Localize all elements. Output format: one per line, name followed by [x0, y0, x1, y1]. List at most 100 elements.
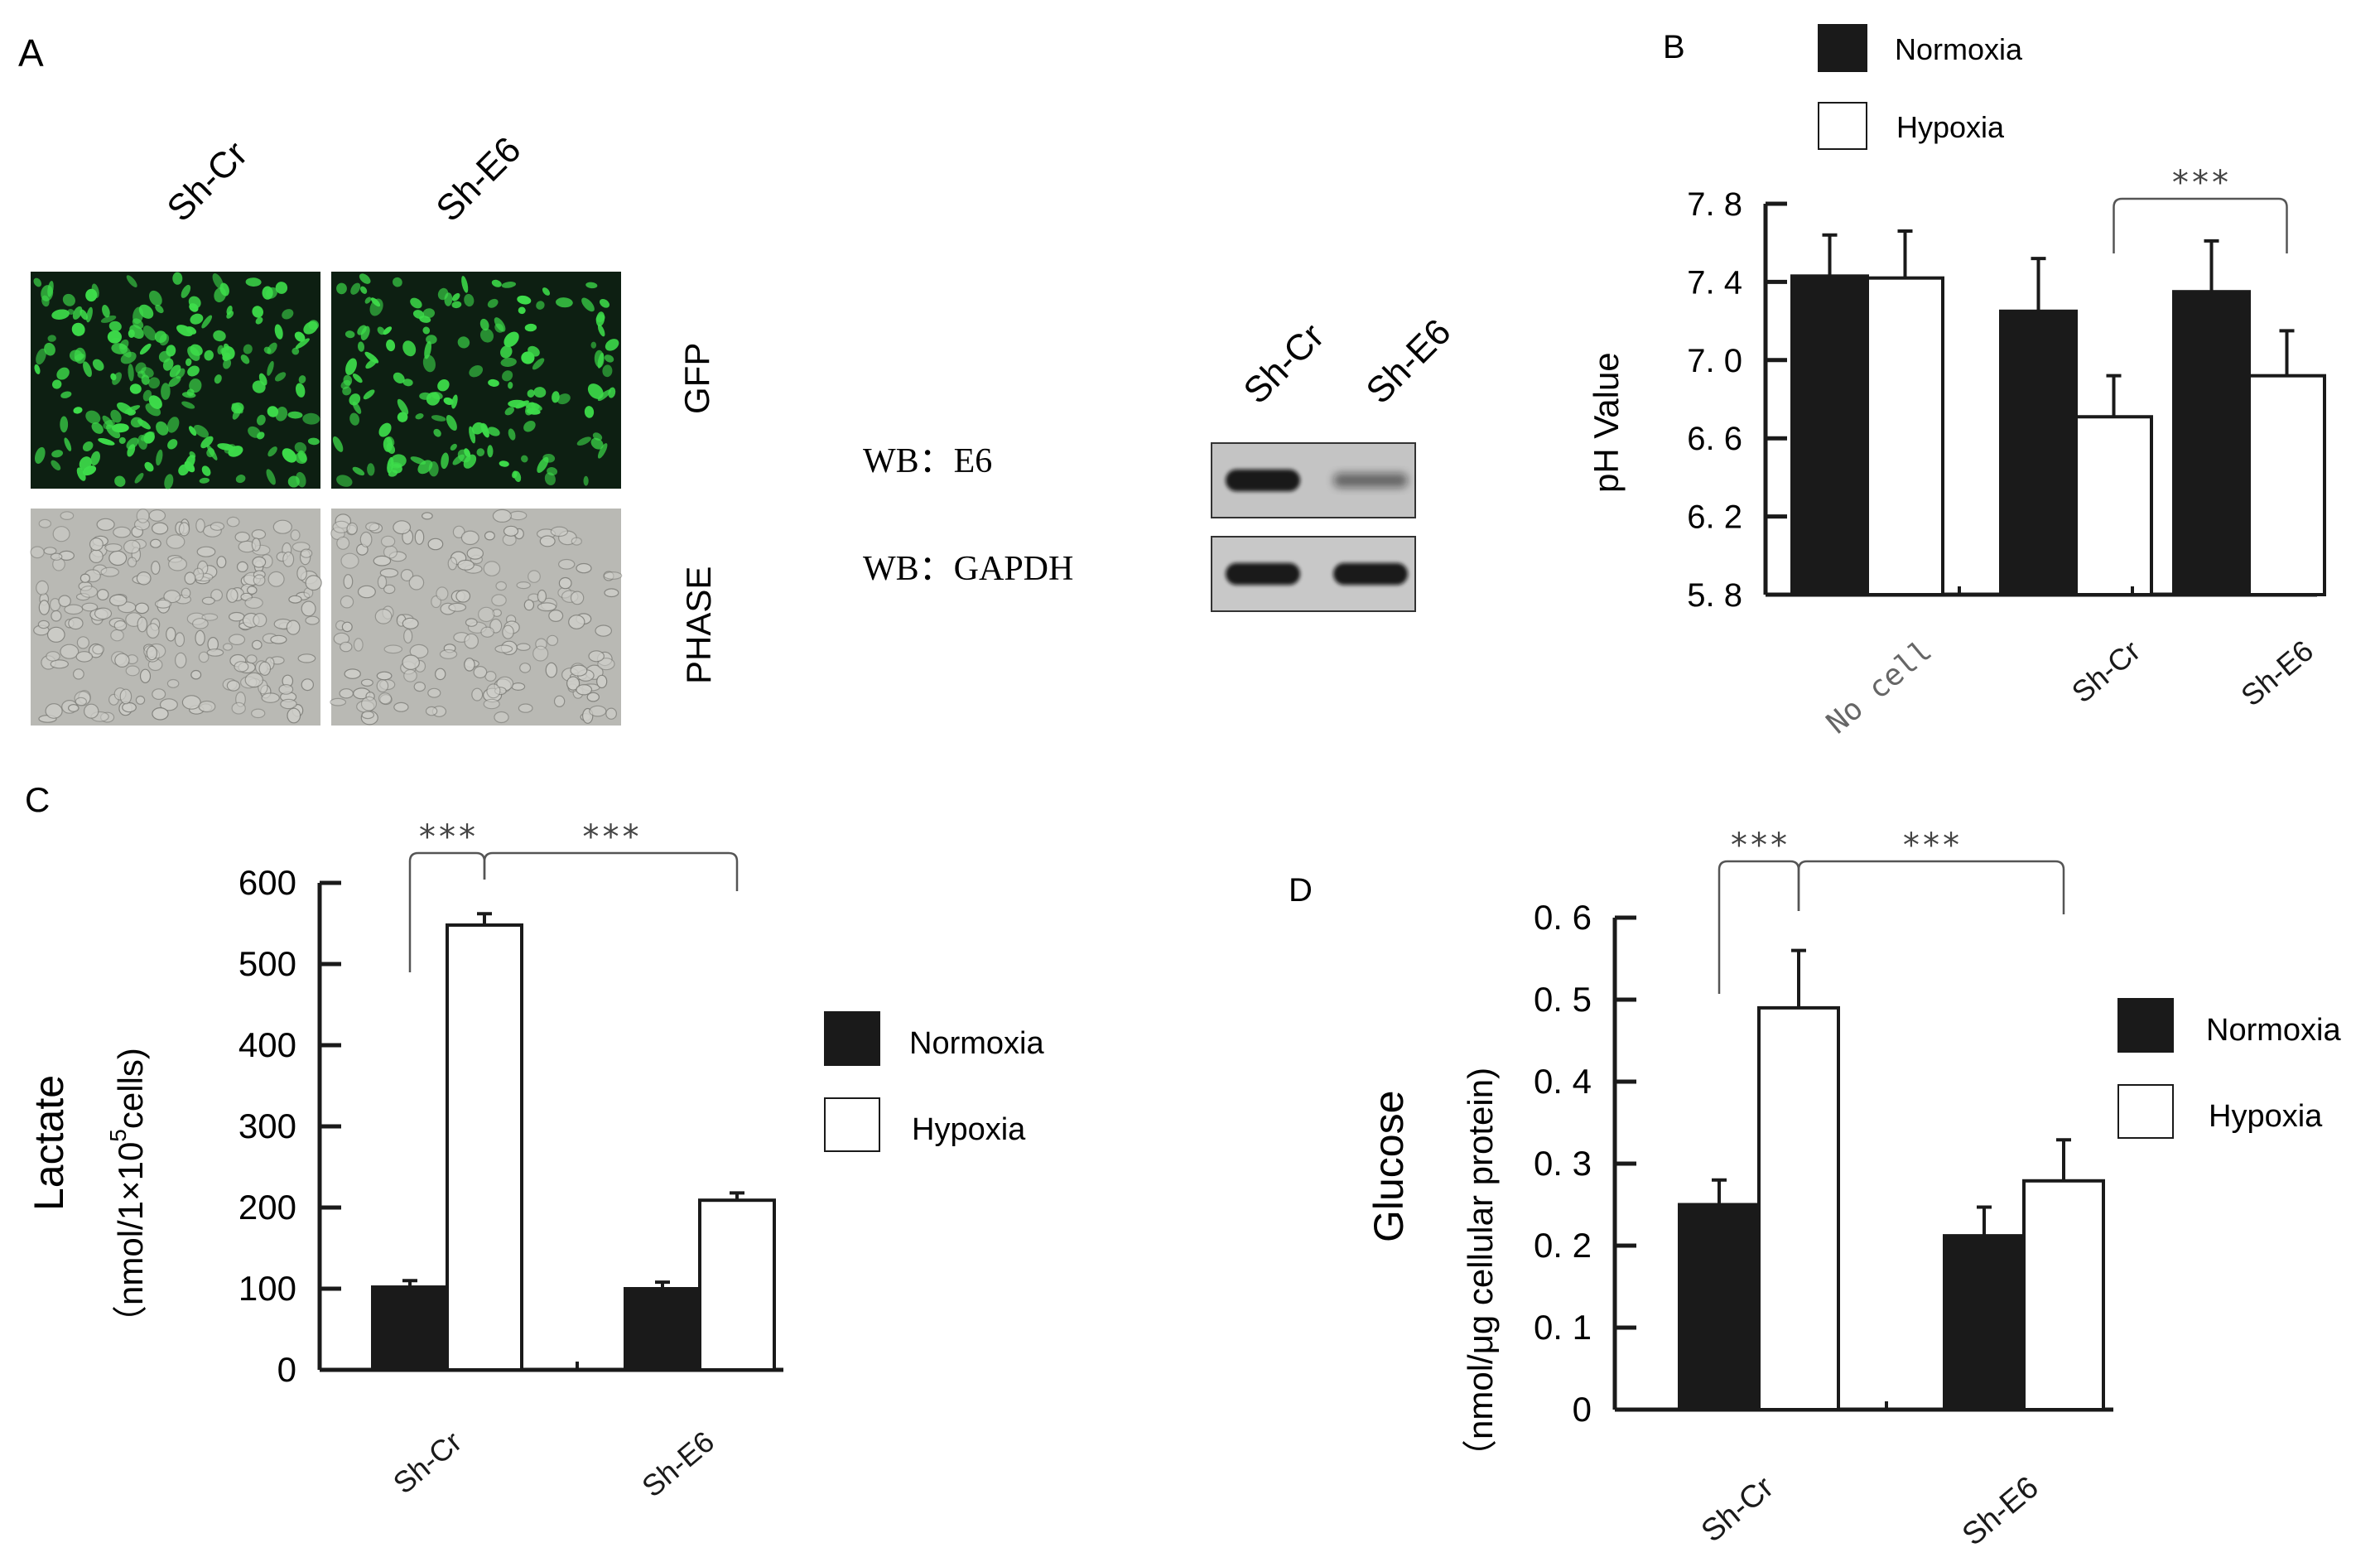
- phase-cell: [403, 668, 417, 682]
- phase-cell: [79, 586, 99, 598]
- gfp-cell: [451, 394, 458, 409]
- legend-d: Normoxia Hypoxia: [2117, 998, 2341, 1139]
- gfp-cell: [378, 422, 392, 437]
- gfp-cell: [397, 398, 409, 415]
- phase-cell: [532, 645, 549, 662]
- phase-cell: [163, 590, 181, 604]
- gfp-cell: [144, 461, 154, 472]
- gfp-cell: [590, 437, 604, 450]
- gfp-cell: [393, 277, 402, 287]
- bar-normoxia: [1790, 274, 1869, 596]
- gfp-cell: [587, 383, 604, 399]
- legend-c-label-normoxia: Normoxia: [909, 1026, 1044, 1061]
- y-tick-label: 0. 3: [1534, 1144, 1592, 1183]
- phase-cell: [137, 616, 148, 633]
- gfp-cell: [294, 331, 306, 342]
- bar-normoxia: [1678, 1203, 1761, 1411]
- gfp-cell: [424, 340, 431, 359]
- phase-cell: [45, 703, 63, 719]
- phase-cell: [181, 587, 191, 599]
- phase-cell: [134, 602, 149, 615]
- gfp-cell: [161, 383, 171, 400]
- phase-cell: [159, 698, 178, 711]
- gfp-cell: [402, 340, 417, 357]
- gfp-cell: [291, 347, 300, 355]
- gfp-cell: [513, 470, 522, 483]
- phase-cell: [301, 678, 314, 692]
- phase-cell: [288, 595, 302, 604]
- phase-cell: [123, 539, 141, 554]
- gfp-cell: [181, 284, 191, 298]
- gfp-cell: [437, 378, 450, 392]
- gfp-cell: [487, 298, 499, 308]
- gfp-cell: [518, 306, 526, 315]
- gfp-cell: [120, 351, 137, 364]
- wb-band-e6-sh-e6: [1333, 473, 1408, 488]
- phase-cell: [502, 624, 514, 639]
- gfp-cell: [282, 309, 294, 320]
- gfp-cell: [79, 309, 89, 321]
- phase-cell: [360, 696, 378, 711]
- gfp-cell: [415, 413, 424, 420]
- phase-cell: [231, 701, 246, 715]
- gfp-cell: [556, 297, 573, 308]
- phase-cell: [96, 588, 109, 600]
- phase-cell: [603, 571, 623, 580]
- x-tick-label: Sh-Cr: [2065, 634, 2146, 710]
- phase-cell: [108, 594, 128, 607]
- phase-cell: [503, 525, 519, 537]
- gfp-cell: [461, 276, 469, 293]
- phase-cell: [195, 518, 205, 533]
- bar-normoxia: [371, 1285, 449, 1372]
- phase-cell: [377, 575, 388, 590]
- phase-cell: [516, 581, 531, 590]
- phase-cell: [253, 612, 267, 628]
- gfp-cell: [357, 325, 367, 335]
- phase-cell: [290, 529, 301, 541]
- phase-cell: [148, 509, 166, 522]
- gfp-cell: [526, 407, 541, 415]
- phase-cell: [110, 629, 124, 642]
- y-tick-label: 6. 6: [1687, 421, 1742, 457]
- legend-b-swatch-normoxia: [1818, 24, 1867, 72]
- gfp-cell: [537, 456, 549, 473]
- gfp-cell: [487, 427, 500, 436]
- row-label-phase: PHASE: [679, 566, 718, 684]
- phase-cell: [282, 551, 295, 567]
- phase-cell: [570, 664, 588, 677]
- phase-cell: [286, 619, 301, 635]
- gfp-cell: [226, 311, 234, 319]
- gfp-cell: [83, 361, 92, 378]
- gfp-cell: [451, 292, 460, 301]
- phase-cell: [588, 650, 605, 663]
- phase-cell: [452, 525, 465, 539]
- phase-cell: [460, 530, 479, 546]
- gfp-cell: [508, 399, 526, 408]
- phase-cell: [146, 645, 158, 661]
- gfp-cell: [265, 287, 278, 299]
- bar-hypoxia: [2022, 1179, 2105, 1412]
- gfp-cell: [605, 339, 619, 351]
- phase-cell: [37, 619, 50, 629]
- gfp-cell: [494, 317, 506, 332]
- phase-cell: [511, 682, 526, 691]
- gfp-cell: [287, 411, 303, 419]
- gfp-cell: [441, 452, 449, 470]
- gfp-cell: [585, 282, 598, 289]
- gfp-cell: [126, 275, 137, 287]
- phase-cell: [152, 522, 169, 535]
- gfp-cell: [383, 436, 393, 452]
- phase-cell: [330, 697, 347, 706]
- phase-cell: [251, 708, 266, 719]
- gfp-cell: [102, 415, 113, 427]
- phase-cell: [50, 552, 63, 561]
- gfp-cell: [86, 306, 93, 323]
- phase-cell: [537, 589, 547, 603]
- gfp-cell: [471, 422, 484, 435]
- gfp-cell: [137, 419, 151, 430]
- y-tick-label: 0. 1: [1534, 1308, 1592, 1347]
- phase-cell: [341, 621, 353, 633]
- gfp-cell: [556, 393, 571, 405]
- phase-cell: [605, 707, 617, 720]
- phase-cell: [139, 668, 152, 684]
